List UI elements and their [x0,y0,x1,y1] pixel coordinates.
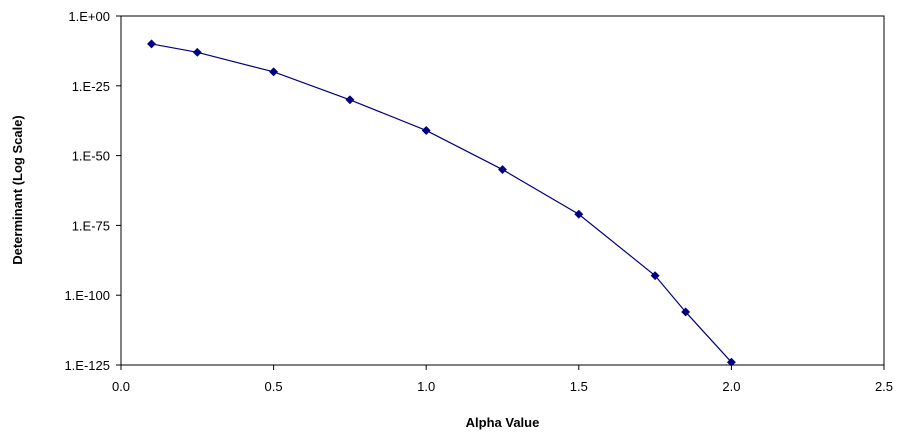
y-tick-label: 1.E+00 [68,9,110,24]
x-tick-label: 0.5 [265,379,283,394]
data-point-marker [681,307,691,317]
y-axis-title: Determinant (Log Scale) [10,115,25,265]
x-tick-label: 2.5 [875,379,893,394]
data-point-marker [421,125,431,136]
plot-area [120,15,885,366]
y-tick-label: 1.E-125 [64,358,110,373]
x-tick-label: 0.0 [112,379,130,394]
y-axis-ticks: 1.E+00 1.E-25 1.E-50 1.E-75 1.E-100 1.E-125 [64,9,121,373]
data-point-marker [345,95,355,105]
x-axis-ticks: 0.0 0.5 1.0 1.5 2.0 2.5 [112,365,893,394]
x-axis-title: Alpha Value [466,415,540,430]
y-tick-label: 1.E-75 [72,218,110,233]
data-point-marker [192,47,202,57]
data-point-marker [726,357,736,367]
data-point-marker [574,209,584,219]
data-point-marker [269,67,279,77]
y-tick-label: 1.E-100 [64,288,110,303]
data-point-marker [497,165,508,175]
data-point-marker [146,39,157,49]
series-line [151,43,732,363]
y-tick-label: 1.E-25 [72,79,110,94]
y-tick-label: 1.E-50 [72,149,110,164]
x-tick-label: 1.5 [570,379,588,394]
series-layer [146,39,736,367]
data-point-marker [650,271,660,281]
x-tick-label: 2.0 [722,379,740,394]
x-tick-label: 1.0 [417,379,435,394]
